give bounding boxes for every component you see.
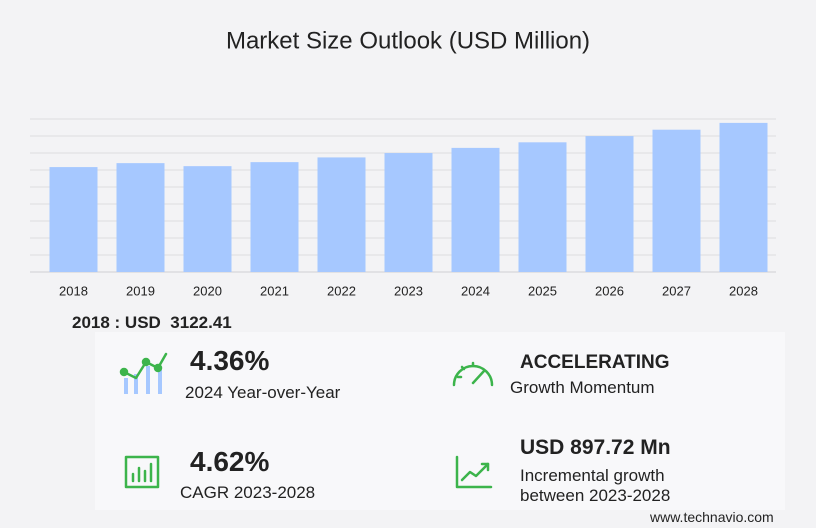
momentum-icon xyxy=(452,361,494,387)
x-tick-label: 2028 xyxy=(729,283,758,298)
x-tick-label: 2018 xyxy=(59,283,88,298)
x-tick-label: 2027 xyxy=(662,283,691,298)
x-tick-label: 2025 xyxy=(528,283,557,298)
stat-value: USD 897.72 Mn xyxy=(520,436,671,459)
highlight-label: 2018 : USD xyxy=(72,313,161,332)
bar xyxy=(585,136,634,272)
bar xyxy=(518,142,567,272)
highlight: 2018 : USD 3122.41 xyxy=(72,313,232,333)
bar xyxy=(384,153,433,272)
x-tick-label: 2021 xyxy=(260,283,289,298)
yoy-icon xyxy=(119,352,168,394)
stat-label: Growth Momentum xyxy=(510,378,655,397)
stat-label: Incremental growth between 2023-2028 xyxy=(520,466,671,505)
stat-value: 4.62% xyxy=(190,446,270,477)
incremental-icon xyxy=(455,455,493,489)
stat-label: 2024 Year-over-Year xyxy=(185,383,341,402)
bar xyxy=(250,162,299,272)
bar xyxy=(451,147,500,272)
bar xyxy=(183,166,232,272)
highlight-value: 3122.41 xyxy=(170,313,232,332)
footer: www.technavio.com xyxy=(650,509,774,525)
stats-panel xyxy=(95,332,785,510)
chart: Market Size Outlook (USD Million) 2018 20… xyxy=(30,27,776,298)
chart-title: Market Size Outlook (USD Million) xyxy=(226,27,590,54)
stat-value: ACCELERATING xyxy=(520,352,670,373)
x-tick-label: 2019 xyxy=(126,283,155,298)
bar xyxy=(116,163,165,272)
stat-label: CAGR 2023-2028 xyxy=(180,483,316,502)
x-tick-label: 2020 xyxy=(193,283,222,298)
bar xyxy=(317,157,366,272)
cagr-icon xyxy=(124,455,160,489)
x-tick-label: 2026 xyxy=(595,283,624,298)
x-tick-label: 2023 xyxy=(394,283,423,298)
bar xyxy=(719,122,768,272)
stat-value: 4.36% xyxy=(190,345,270,376)
bar xyxy=(652,129,701,272)
x-tick-label: 2022 xyxy=(327,283,356,298)
x-tick-label: 2024 xyxy=(461,283,490,298)
bar xyxy=(49,167,98,272)
